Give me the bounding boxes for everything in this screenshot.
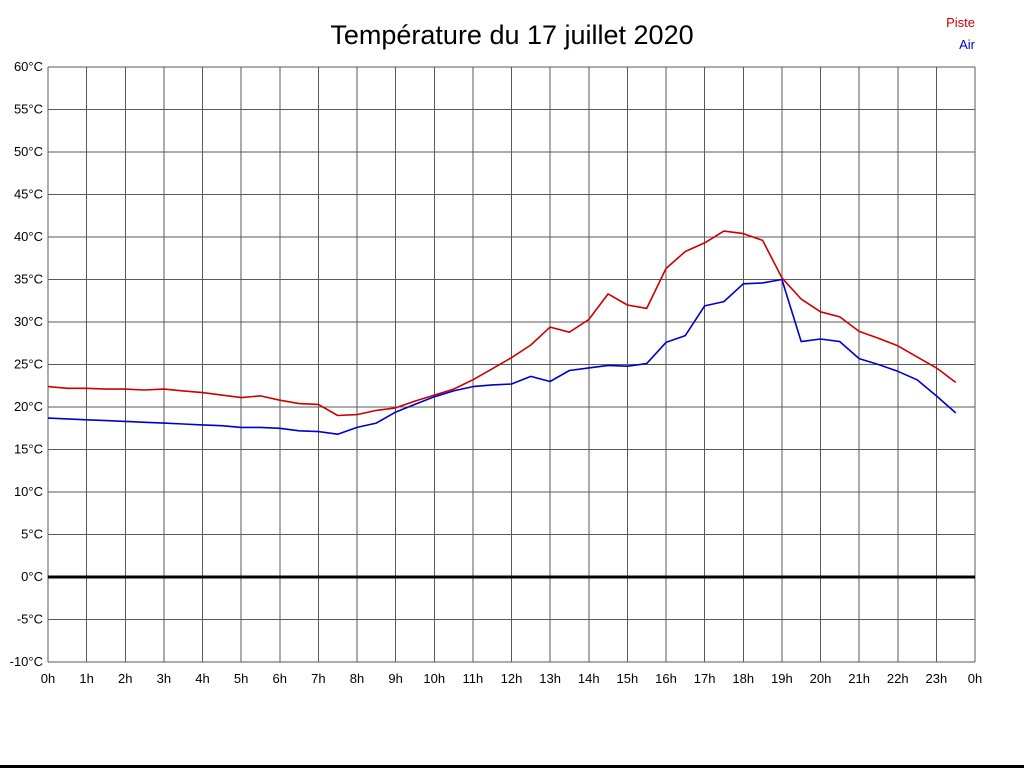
x-tick-label: 20h (810, 671, 832, 686)
y-tick-label: 30°C (14, 314, 43, 329)
grid (47, 66, 976, 663)
x-tick-label: 17h (694, 671, 716, 686)
x-tick-label: 14h (578, 671, 600, 686)
y-tick-label: 40°C (14, 229, 43, 244)
x-tick-label: 12h (501, 671, 523, 686)
x-tick-label: 19h (771, 671, 793, 686)
x-tick-label: 8h (350, 671, 364, 686)
x-tick-label: 18h (732, 671, 754, 686)
x-tick-label: 7h (311, 671, 325, 686)
legend-item-piste: Piste (946, 15, 975, 30)
chart-title: Température du 17 juillet 2020 (330, 20, 694, 50)
y-tick-label: 0°C (21, 569, 43, 584)
y-tick-label: 60°C (14, 59, 43, 74)
y-tick-label: -5°C (17, 612, 43, 627)
chart-legend: Piste Air (946, 12, 975, 56)
x-tick-label: 5h (234, 671, 248, 686)
x-tick-label: 13h (539, 671, 561, 686)
x-tick-label: 6h (273, 671, 287, 686)
x-tick-label: 11h (463, 671, 484, 686)
y-tick-label: 45°C (14, 187, 43, 202)
series-line-piste (47, 230, 957, 417)
x-axis-labels: 0h 1h 2h 3h 4h 5h 6h 7h 8h 9h 10h 11h 12h 13h 14h 15h 16… (41, 671, 982, 686)
y-tick-label: 25°C (14, 357, 43, 372)
y-tick-label: 20°C (14, 399, 43, 414)
y-tick-label: 35°C (14, 272, 43, 287)
x-tick-label: 16h (655, 671, 677, 686)
y-tick-label: -10°C (10, 654, 43, 669)
y-axis-labels: -10°C -5°C 0°C 5°C 10°C 15°C 20°C 25°C 30°C 35°C 4… (10, 59, 43, 669)
x-tick-label: 22h (887, 671, 909, 686)
x-tick-label: 23h (926, 671, 948, 686)
x-tick-label: 21h (848, 671, 870, 686)
y-tick-label: 15°C (14, 442, 43, 457)
x-tick-label: 0h (41, 671, 55, 686)
series-line-air (47, 278, 957, 436)
x-tick-label: 0h (968, 671, 982, 686)
x-tick-label: 10h (423, 671, 445, 686)
y-tick-label: 5°C (21, 527, 43, 542)
legend-item-air: Air (959, 37, 975, 52)
x-tick-label: 1h (79, 671, 93, 686)
x-tick-label: 2h (118, 671, 132, 686)
y-tick-label: 55°C (14, 102, 43, 117)
y-tick-label: 10°C (14, 484, 43, 499)
x-tick-label: 9h (388, 671, 402, 686)
x-tick-label: 15h (617, 671, 639, 686)
bottom-border (0, 765, 1024, 768)
y-tick-label: 50°C (14, 144, 43, 159)
x-tick-label: 4h (195, 671, 209, 686)
x-tick-label: 3h (157, 671, 171, 686)
